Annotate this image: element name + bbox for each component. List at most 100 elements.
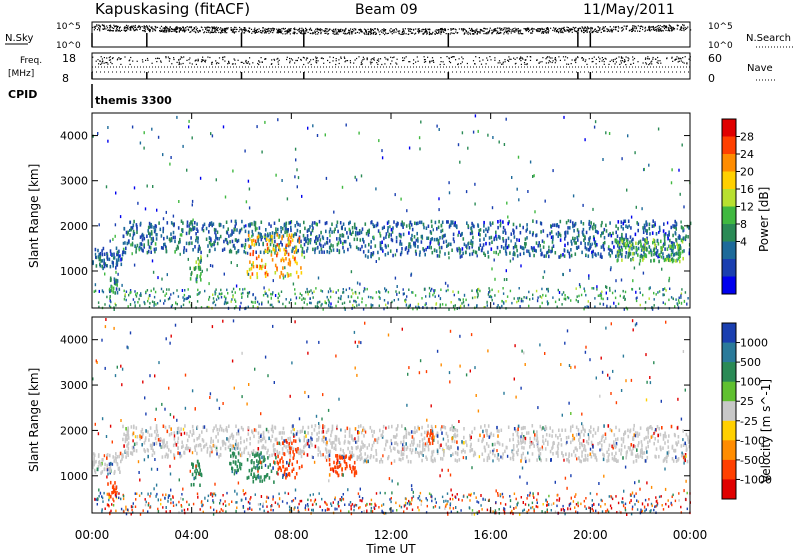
data-cell: [281, 257, 284, 261]
freq-dot: [442, 61, 444, 63]
ground-cell: [486, 304, 488, 307]
freq-dot: [603, 63, 605, 65]
sparse-cell: [641, 207, 643, 211]
noise-dot: [349, 29, 351, 32]
data-cell: [370, 245, 372, 249]
data-cell: [329, 227, 332, 231]
ground-cell: [662, 301, 664, 304]
power-colorbar-label: Power [dB]: [757, 187, 771, 252]
ground-cell: [146, 289, 149, 292]
sparse-cell: [113, 308, 115, 311]
noise-dot: [610, 29, 612, 31]
data-cell: [681, 249, 684, 254]
freq-dot: [455, 59, 457, 61]
sparse-cell: [344, 307, 346, 311]
ground-cell: [277, 299, 279, 303]
sparse-cell: [98, 289, 100, 293]
noise-dot: [547, 32, 549, 34]
noise-dot: [450, 32, 452, 34]
data-cell: [367, 233, 370, 237]
noise-dot: [598, 30, 600, 32]
sparse-cell: [593, 125, 596, 129]
data-cell: [566, 249, 569, 254]
data-cell: [423, 225, 425, 230]
data-cell: [639, 239, 642, 244]
ground-cell: [224, 300, 226, 304]
data-cell: [177, 440, 179, 444]
noise-dot: [626, 25, 628, 27]
data-cell: [386, 221, 389, 225]
noise-dot: [361, 30, 363, 32]
data-cell: [645, 238, 648, 242]
data-cell: [626, 237, 629, 242]
data-cell: [512, 228, 514, 232]
freq-dot: [218, 57, 221, 59]
noise-dot: [217, 27, 219, 29]
noise-dot: [505, 27, 507, 29]
noise-dot: [576, 32, 578, 34]
data-cell: [245, 445, 248, 450]
freq-dot: [390, 63, 392, 65]
data-cell: [99, 254, 102, 259]
data-cell: [135, 223, 138, 227]
freq-dot: [97, 59, 99, 61]
sparse-cell: [649, 286, 651, 290]
data-cell: [215, 424, 217, 428]
freq-dot: [201, 60, 203, 62]
freq-dot: [618, 56, 620, 58]
data-cell: [219, 234, 222, 239]
freq-dot: [227, 63, 229, 65]
freq-dot: [497, 62, 499, 64]
freq-dot: [571, 59, 573, 61]
noise-dot: [182, 26, 184, 29]
data-cell: [519, 231, 522, 235]
data-cell: [335, 224, 338, 228]
data-cell: [252, 252, 254, 257]
noise-dot: [123, 29, 125, 31]
data-cell: [483, 220, 485, 225]
data-cell: [253, 428, 256, 432]
ground-cell: [337, 296, 340, 300]
sparse-cell: [329, 234, 331, 238]
noise-dot: [443, 31, 445, 33]
noise-dot: [284, 33, 286, 35]
data-cell: [577, 230, 580, 234]
data-cell: [678, 247, 681, 252]
data-cell: [144, 449, 146, 454]
noise-dot: [402, 29, 404, 31]
noise-dot: [199, 29, 201, 31]
data-cell: [668, 244, 670, 249]
noise-dot: [169, 26, 171, 28]
data-cell: [112, 261, 114, 265]
freq-dot: [566, 63, 568, 65]
ground-cell: [339, 297, 342, 300]
data-cell: [115, 278, 117, 283]
data-cell: [288, 233, 291, 237]
data-cell: [155, 433, 158, 437]
data-cell: [112, 486, 115, 490]
data-cell: [550, 235, 553, 240]
data-cell: [557, 230, 560, 235]
noise-dot: [667, 30, 669, 32]
ground-cell: [303, 301, 305, 304]
data-cell: [648, 250, 650, 255]
data-cell: [436, 237, 439, 242]
noise-dot: [175, 30, 177, 32]
sparse-cell: [408, 146, 411, 150]
freq-dot: [689, 59, 691, 61]
sparse-cell: [457, 290, 460, 294]
data-cell: [194, 448, 197, 452]
noise-dot: [267, 30, 269, 32]
noise-dot: [657, 25, 659, 27]
data-cell: [605, 229, 608, 233]
freq-dot: [107, 63, 109, 65]
noise-dot: [664, 25, 666, 28]
ground-cell: [370, 303, 372, 306]
freq-dot: [207, 56, 209, 58]
freq-dot: [316, 62, 318, 64]
ground-cell: [587, 300, 589, 303]
noise-dot: [559, 28, 561, 30]
noise-dot: [92, 26, 94, 29]
noise-dot: [272, 30, 274, 32]
